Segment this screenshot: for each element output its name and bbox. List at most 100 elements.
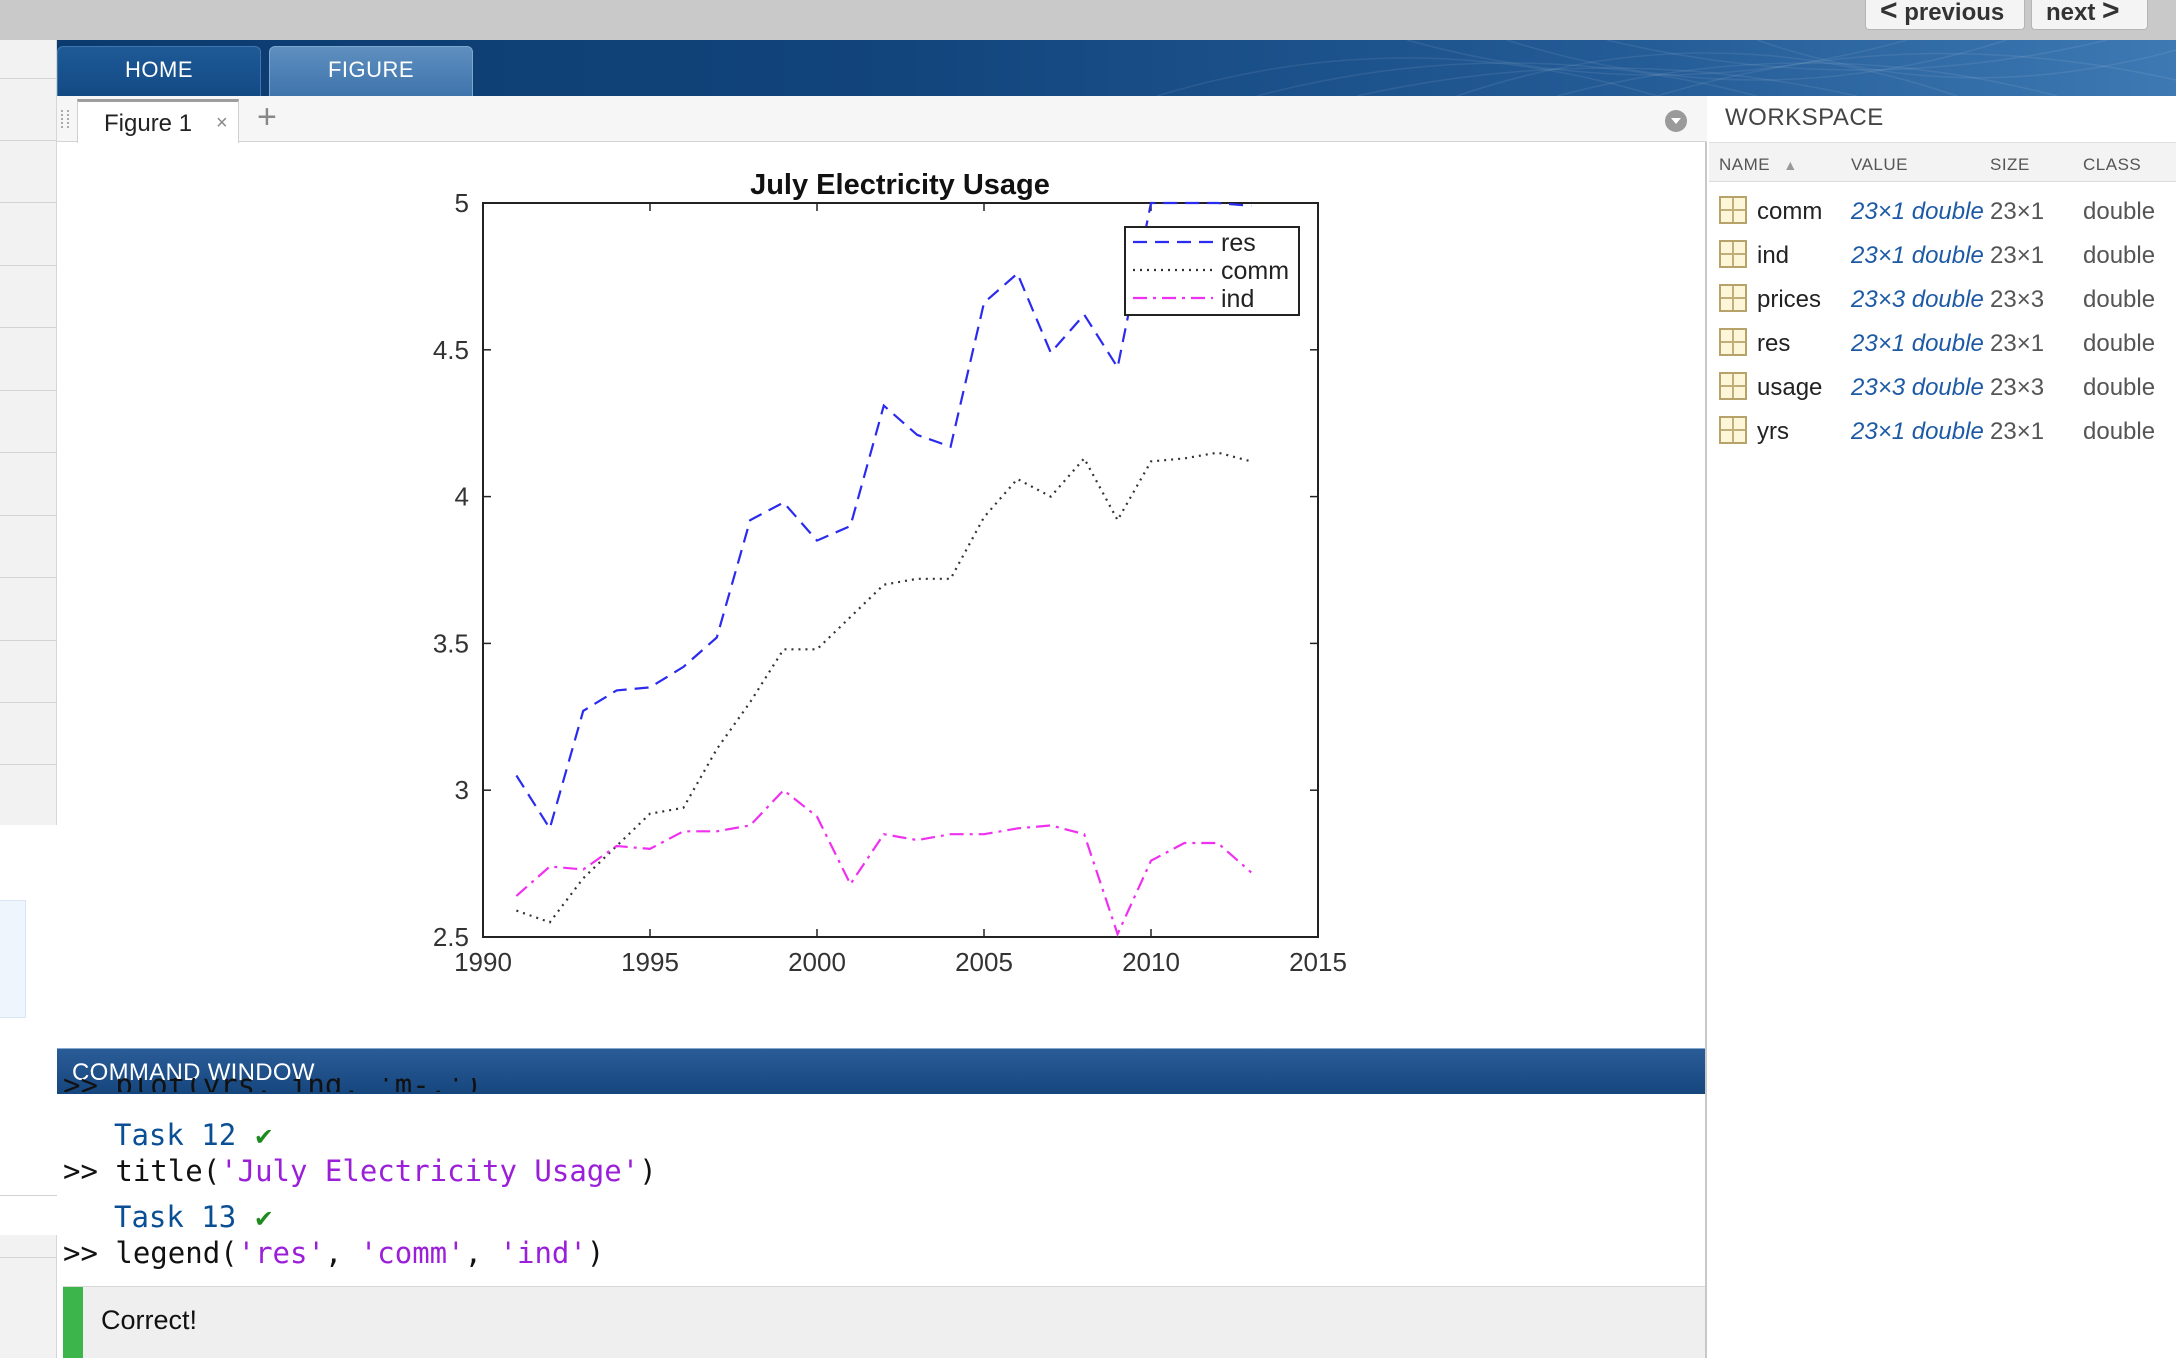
x-tick-label: 1995 [621,947,679,977]
checkmark-icon: ✔ [253,1205,274,1233]
variable-value: 23×1 double [1851,418,1984,445]
drag-grip-icon[interactable] [61,110,69,128]
task-label: Task 12 [114,1118,237,1152]
sort-ascending-icon: ▲ [1783,157,1798,173]
tab-figure-1[interactable]: Figure 1 × [77,99,239,143]
matrix-variable-icon [1719,284,1747,312]
command-window[interactable]: COMMAND WINDOW >> plot(yrs, ind, 'm-.') … [57,1048,1707,1358]
next-label: next [2046,0,2096,26]
toolstrip-ribbon: HOME FIGURE [57,40,2176,96]
workspace-row[interactable]: res 23×1 double 23×1 double [1709,322,2176,366]
chevron-right-icon: > [2102,0,2120,27]
variable-value: 23×1 double [1851,242,1984,269]
legend-label-ind: ind [1221,285,1254,313]
divider [0,140,57,141]
checkmark-icon: ✔ [253,1123,274,1151]
figure-tab-bar: Figure 1 × + [57,96,1707,143]
previous-button[interactable]: < previous [1865,0,2025,30]
divider [0,515,57,516]
variable-size: 23×1 [1990,242,2045,269]
matrix-variable-icon [1719,372,1747,400]
code-comma: , [464,1236,500,1270]
code-string: 'ind' [499,1236,587,1270]
command-window-header: COMMAND WINDOW [57,1048,1705,1094]
figure-tab-label: Figure 1 [104,110,193,137]
plot-axes-box [482,202,1319,938]
variable-value: 23×3 double [1851,286,1984,313]
column-header-size[interactable]: SIZE [1990,155,2030,174]
code-string: 'res' [237,1236,325,1270]
next-button[interactable]: next > [2031,0,2148,30]
variable-name: comm [1757,198,1823,225]
variable-class: double [2083,330,2156,357]
divider [0,78,57,79]
success-indicator [63,1287,83,1358]
y-tick-label: 4 [455,482,469,512]
variable-class: double [2083,242,2156,269]
tab-home[interactable]: HOME [57,46,261,96]
matrix-variable-icon [1719,240,1747,268]
variable-name: res [1757,330,1791,357]
variable-value: 23×1 double [1851,198,1984,225]
command-line: >> title('July Electricity Usage') [63,1154,657,1188]
variable-name: prices [1757,286,1822,313]
workspace-title: WORKSPACE [1725,104,1884,131]
workspace-row[interactable]: usage 23×3 double 23×3 double [1709,366,2176,410]
variable-size: 23×1 [1990,198,2045,225]
variable-name: usage [1757,374,1823,401]
series-line-ind [515,788,1252,938]
feedback-box: Correct! [63,1286,1705,1358]
y-tick-label: 3.5 [433,628,469,658]
x-tick-label: 2010 [1122,947,1180,977]
divider [0,265,57,266]
legend-label-comm: comm [1221,257,1289,285]
code-function: title( [115,1154,221,1188]
divider [0,577,57,578]
add-figure-icon[interactable]: + [257,98,277,136]
variable-class: double [2083,418,2156,445]
y-tick-label: 3 [455,775,469,805]
code-string: 'July Electricity Usage' [220,1154,640,1188]
column-header-class[interactable]: CLASS [2083,155,2142,174]
scrolled-command-line: >> plot(yrs, ind, 'm-.') [63,1078,482,1092]
y-tick-label: 4.5 [433,335,469,365]
code-paren: ) [586,1236,605,1270]
matrix-variable-icon [1719,196,1747,224]
panel-menu-icon[interactable] [1665,110,1687,132]
y-tick-label: 5 [455,188,469,218]
divider [0,452,57,453]
variable-size: 23×3 [1990,374,2045,401]
feedback-text: Correct! [101,1305,198,1335]
workspace-panel: WORKSPACE NAME ▲ VALUE SIZE CLASS comm 2… [1709,96,2176,1358]
figure-panel: Figure 1 × + July Electricity Usage 1990… [57,96,1707,1048]
close-icon[interactable]: × [216,112,228,134]
variable-class: double [2083,198,2156,225]
chevron-left-icon: < [1880,0,1898,27]
tab-figure[interactable]: FIGURE [269,46,473,96]
workspace-row[interactable]: yrs 23×1 double 23×1 double [1709,410,2176,454]
prompt: >> [63,1154,116,1188]
x-tick-label: 1990 [454,947,512,977]
name-header-label: NAME [1719,155,1771,174]
workspace-row[interactable]: ind 23×1 double 23×1 double [1709,234,2176,278]
variable-value: 23×1 double [1851,330,1984,357]
browser-top-strip: < previous next > [0,0,2176,40]
divider [0,764,57,765]
column-header-value[interactable]: VALUE [1851,155,1908,174]
previous-label: previous [1904,0,2005,26]
series-line-comm [516,451,1252,924]
x-tick-label: 2015 [1289,947,1347,977]
variable-size: 23×1 [1990,330,2045,357]
ribbon-pattern [1156,40,2176,96]
code-comma: , [324,1236,360,1270]
variable-value: 23×3 double [1851,374,1984,401]
matrix-variable-icon [1719,328,1747,356]
workspace-row[interactable]: prices 23×3 double 23×3 double [1709,278,2176,322]
workspace-row[interactable]: comm 23×1 double 23×1 double [1709,190,2176,234]
workspace-header: NAME ▲ VALUE SIZE CLASS [1709,142,2176,182]
command-line: >> legend('res', 'comm', 'ind') [63,1236,604,1270]
y-tick-label: 2.5 [433,922,469,952]
divider [0,202,57,203]
left-sidebar-strip [0,40,57,1358]
column-header-name[interactable]: NAME ▲ [1719,155,1798,175]
